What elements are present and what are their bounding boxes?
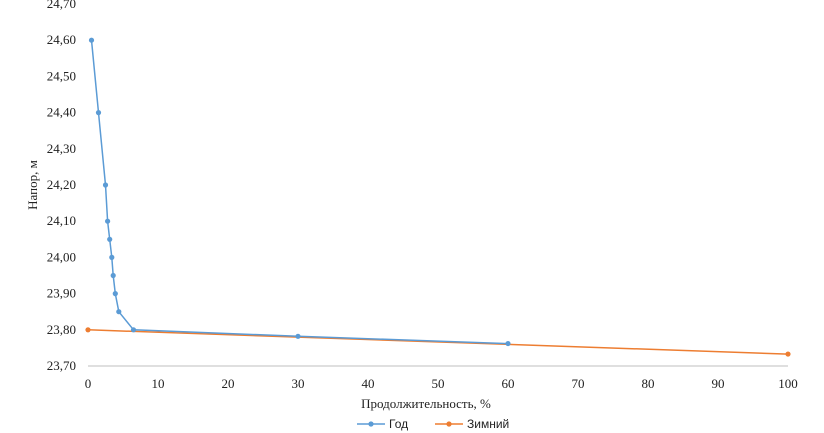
legend-marker: [368, 421, 374, 427]
legend: Год Зимний: [357, 417, 509, 431]
data-point: [85, 327, 91, 333]
x-tick-label: 10: [152, 376, 165, 391]
y-tick-label: 23,80: [47, 322, 76, 337]
legend-label: Год: [389, 417, 408, 431]
data-point: [105, 218, 111, 224]
data-point: [110, 272, 116, 279]
data-point: [295, 333, 301, 339]
series-lines: [87, 40, 789, 355]
y-tick-label: 24,70: [47, 0, 76, 11]
data-point: [505, 340, 511, 347]
y-tick-label: 23,90: [47, 286, 76, 301]
y-tick-label: 24,50: [47, 68, 76, 83]
legend-label: Зимний: [467, 417, 509, 431]
series-points: [85, 37, 791, 357]
data-point: [102, 182, 109, 188]
x-tick-label: 80: [642, 376, 655, 391]
x-tick-label: 20: [222, 376, 235, 391]
data-point: [109, 254, 115, 260]
data-point: [88, 37, 95, 43]
x-axis-title: Продолжительность, %: [361, 396, 491, 411]
data-point: [112, 291, 118, 297]
y-axis-title: Напор, м: [25, 160, 40, 210]
y-tick-label: 24,60: [47, 32, 76, 47]
x-tick-label: 50: [432, 376, 445, 391]
series-line-Зимний: [87, 329, 789, 355]
y-tick-label: 24,40: [47, 105, 76, 120]
data-point: [785, 351, 791, 357]
data-point: [95, 110, 102, 116]
x-axis-ticks: 0 10 20 30 40 50 60 70 80 90 100: [85, 376, 798, 391]
y-axis-ticks: 23,70 23,80 23,90 24,00 24,10 24,20 24,30 24,40…: [47, 0, 76, 373]
data-point: [107, 236, 113, 242]
x-tick-label: 100: [778, 376, 798, 391]
y-tick-label: 24,00: [47, 249, 76, 264]
legend-marker: [446, 421, 452, 427]
series-line-Год: [90, 40, 509, 345]
y-tick-label: 24,10: [47, 213, 76, 228]
y-tick-label: 23,70: [47, 358, 76, 373]
x-tick-label: 40: [362, 376, 375, 391]
x-tick-label: 70: [572, 376, 585, 391]
x-tick-label: 90: [712, 376, 725, 391]
data-point: [130, 327, 137, 333]
y-tick-label: 24,20: [47, 177, 76, 192]
x-tick-label: 30: [292, 376, 305, 391]
y-tick-label: 24,30: [47, 141, 76, 156]
data-point: [116, 309, 122, 315]
x-tick-label: 0: [85, 376, 92, 391]
x-tick-label: 60: [502, 376, 515, 391]
